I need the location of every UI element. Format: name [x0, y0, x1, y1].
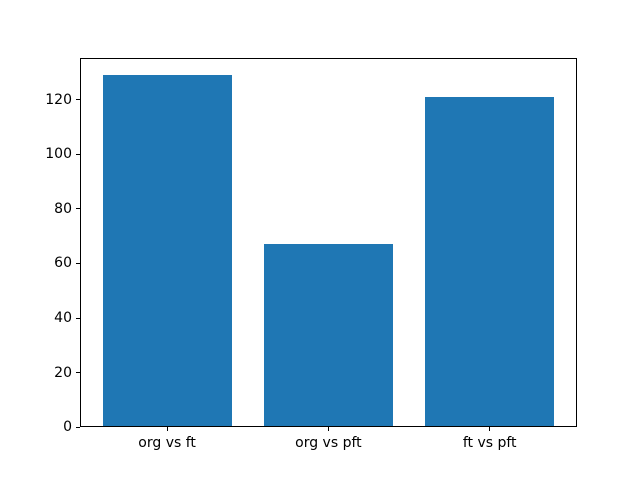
y-tick-mark — [76, 426, 80, 428]
bar-ft-vs-pft — [425, 97, 555, 428]
bar-org-vs-ft — [102, 75, 232, 428]
y-tick-label: 0 — [63, 419, 72, 436]
y-tick-mark — [76, 208, 80, 210]
y-tick-mark — [76, 153, 80, 155]
y-tick-label: 60 — [54, 255, 72, 272]
y-tick-mark — [76, 317, 80, 319]
x-tick-label: org vs ft — [138, 435, 196, 452]
y-tick-mark — [76, 372, 80, 374]
x-tick-mark — [166, 427, 168, 432]
y-tick-mark — [76, 99, 80, 101]
bar-org-vs-pft — [263, 244, 393, 428]
x-tick-label: ft vs pft — [462, 435, 517, 452]
x-tick-mark — [327, 427, 329, 432]
y-tick-label: 40 — [54, 310, 72, 327]
x-tick-label: org vs pft — [295, 435, 362, 452]
y-tick-label: 120 — [45, 91, 72, 108]
y-tick-label: 20 — [54, 364, 72, 381]
x-tick-mark — [489, 427, 491, 432]
y-tick-label: 80 — [54, 200, 72, 217]
y-tick-mark — [76, 262, 80, 264]
plot-area-frame — [80, 57, 577, 428]
y-tick-label: 100 — [45, 146, 72, 163]
